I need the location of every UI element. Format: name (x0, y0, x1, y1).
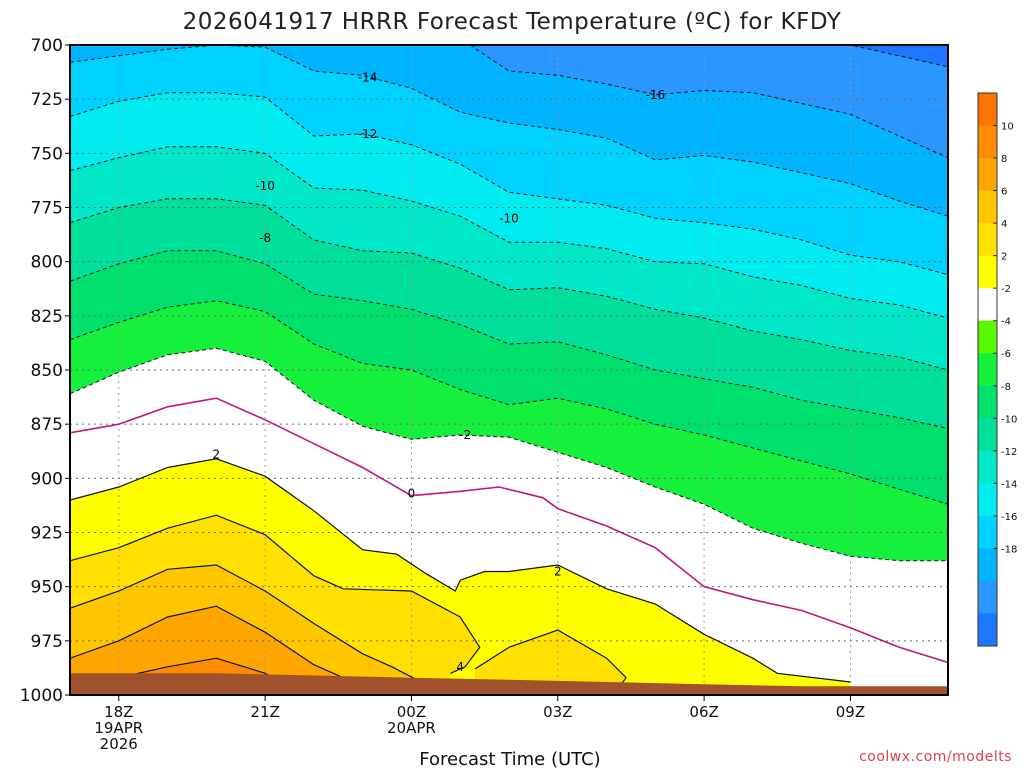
contour-label: -8 (259, 231, 271, 245)
colorbar-label: 2 (1001, 252, 1007, 263)
colorbar-label: 6 (1001, 187, 1007, 198)
plot-area: -14 -12 -10 -8 -16 -10 -2 0 2 2 4 (70, 45, 948, 695)
colorbar-swatch (978, 548, 997, 582)
x-tick-label: 2026 (100, 735, 138, 753)
y-tick-label: 900 (31, 469, 63, 489)
chart-title: 2026041917 HRRR Forecast Temperature (ºC… (183, 9, 842, 35)
colorbar-swatch (978, 93, 997, 127)
colorbar-swatch (978, 515, 997, 549)
terrain (70, 673, 948, 695)
colorbar-swatch (978, 613, 997, 647)
isotherm-solid (70, 564, 422, 683)
axes: 700 725 750 775 800 825 850 875 900 925 950 975 1000… (20, 36, 949, 753)
colorbar-swatch (978, 385, 997, 419)
colorbar-label: -10 (1001, 414, 1017, 425)
colorbar-swatch (978, 320, 997, 354)
isotherm-dashed (469, 45, 948, 159)
contour-label: -10 (255, 179, 275, 193)
colorbar-label: -18 (1001, 544, 1017, 555)
colorbar-label: -2 (1001, 284, 1011, 295)
colorbar-swatch (978, 125, 997, 159)
y-tick-label: 825 (31, 307, 63, 327)
contour-label: 0 (408, 487, 416, 501)
x-tick-label: 18Z (104, 703, 133, 721)
x-tick-label: 06Z (689, 703, 718, 721)
y-tick-label: 1000 (20, 686, 63, 706)
y-tick-label: 925 (31, 524, 63, 544)
colorbar: 10 8 6 4 2 -2 -4 -6 -8 -10 -12 -14 -16 -18 (977, 92, 1017, 647)
x-tick-label: 19APR (94, 719, 143, 737)
y-tick-label: 950 (31, 578, 63, 598)
y-tick-label: 750 (31, 144, 63, 164)
y-tick-label: 700 (31, 36, 63, 56)
colorbar-label: 8 (1001, 154, 1007, 165)
isotherm-solid (70, 458, 851, 683)
colorbar-label: -4 (1001, 317, 1011, 328)
contour-label: -16 (646, 88, 666, 102)
isotherm-solid (474, 629, 627, 685)
x-tick-label: 00Z (397, 703, 426, 721)
contour-label: 4 (456, 660, 464, 674)
colorbar-swatch (978, 190, 997, 224)
colorbar-swatch (978, 353, 997, 387)
isotherm-solid (70, 397, 948, 664)
x-tick-label: 09Z (836, 703, 865, 721)
colorbar-swatch (978, 580, 997, 614)
colorbar-swatch (978, 255, 997, 289)
contour-label: 2 (554, 565, 562, 579)
colorbar-swatch (978, 418, 997, 452)
isotherm-dashed (70, 347, 948, 562)
colorbar-label: 4 (1001, 219, 1007, 230)
contour-label: -12 (358, 127, 378, 141)
y-tick-label: 875 (31, 415, 63, 435)
isotherm-solid (70, 514, 481, 674)
colorbar-swatch (978, 450, 997, 484)
y-tick-label: 800 (31, 253, 63, 273)
y-tick-label: 975 (31, 632, 63, 652)
colorbar-swatch (978, 483, 997, 517)
credit-text: coolwx.com/modelts (859, 749, 1012, 765)
contour-label: -14 (358, 71, 378, 85)
colorbar-swatch (978, 288, 997, 322)
colorbar-label: -14 (1001, 479, 1017, 490)
x-tick-label: 03Z (543, 703, 572, 721)
colorbar-frame (977, 92, 998, 647)
isotherm-dashed (70, 92, 948, 276)
contour-label: -10 (499, 211, 519, 225)
isotherm-dashed (70, 146, 948, 319)
y-tick-label: 850 (31, 361, 63, 381)
x-tick-label: 20APR (387, 719, 436, 737)
colorbar-label: -8 (1001, 382, 1011, 393)
isotherm-solid (70, 605, 354, 683)
x-tick-label: 21Z (250, 703, 279, 721)
colorbar-label: 10 (1001, 122, 1014, 133)
x-axis-label: Forecast Time (UTC) (419, 749, 600, 768)
colorbar-swatch (978, 158, 997, 192)
colorbar-label: -12 (1001, 447, 1017, 458)
isotherm-dashed (70, 300, 948, 505)
colorbar-swatch (978, 223, 997, 257)
colorbar-label: -6 (1001, 349, 1011, 360)
isotherm-dashed (70, 198, 948, 371)
colorbar-label: -16 (1001, 512, 1017, 523)
contour-label: -2 (459, 428, 471, 442)
y-tick-label: 725 (31, 90, 63, 110)
y-tick-label: 775 (31, 199, 63, 219)
contour-label: 2 (213, 448, 221, 462)
